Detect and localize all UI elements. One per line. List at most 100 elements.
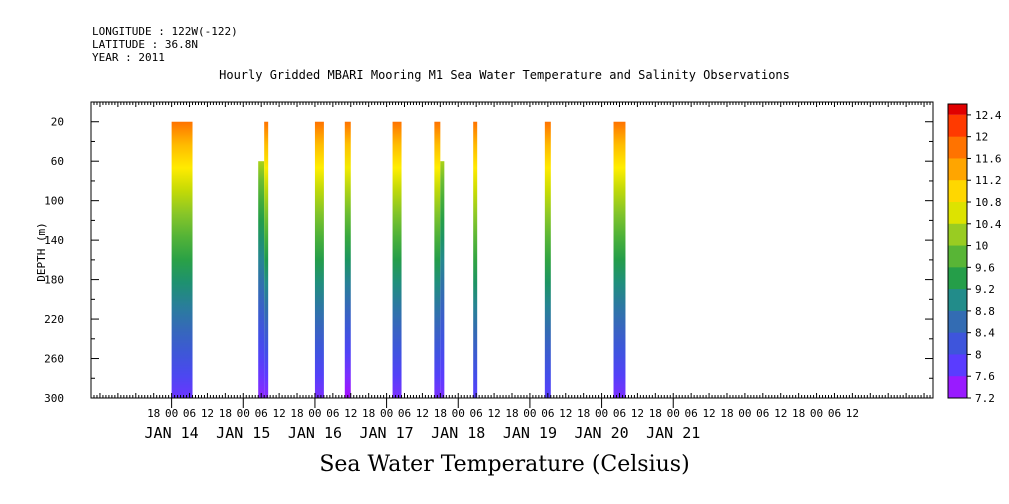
x-tick-label: 12 bbox=[344, 407, 357, 420]
colorbar-swatch bbox=[948, 245, 967, 268]
colorbar-swatch bbox=[948, 136, 967, 159]
x-tick-label: 00 bbox=[523, 407, 536, 420]
data-block bbox=[434, 121, 441, 398]
colorbar-label: 9.6 bbox=[975, 261, 995, 274]
x-tick-label: 12 bbox=[774, 407, 787, 420]
x-tick-label: 00 bbox=[237, 407, 250, 420]
colorbar-label: 8 bbox=[975, 348, 982, 361]
colorbar-label: 12.4 bbox=[975, 109, 1002, 122]
colorbar-label: 7.6 bbox=[975, 370, 995, 383]
colorbar-swatch bbox=[948, 202, 967, 225]
x-tick-label: 00 bbox=[738, 407, 751, 420]
colorbar-swatch bbox=[948, 289, 967, 312]
x-day-label: JAN 21 bbox=[646, 424, 700, 442]
colorbar: 12.4 12 11.6 11.2 10.8 10.4 10 9.6 9.2 8.8 8.4 8 7.6… bbox=[947, 103, 1002, 405]
chart-title: Hourly Gridded MBARI Mooring M1 Sea Wate… bbox=[219, 68, 790, 82]
plot-border bbox=[90, 101, 934, 399]
colorbar-swatch bbox=[948, 332, 967, 355]
x-tick-label: 18 bbox=[720, 407, 733, 420]
data-block bbox=[344, 121, 351, 398]
data-block bbox=[264, 121, 269, 398]
colorbar-swatch bbox=[948, 354, 967, 377]
colorbar-swatch bbox=[948, 376, 967, 399]
data-block bbox=[613, 121, 626, 398]
colorbar-swatch bbox=[948, 223, 967, 247]
y-axis-label: DEPTH (m) bbox=[35, 222, 48, 282]
colorbar-label: 8.4 bbox=[975, 327, 995, 340]
x-day-label: JAN 20 bbox=[574, 424, 628, 442]
x-tick-label: 18 bbox=[147, 407, 160, 420]
data-block bbox=[544, 121, 551, 398]
x-tick-label: 18 bbox=[434, 407, 447, 420]
x-tick-label: 12 bbox=[702, 407, 715, 420]
x-day-label: JAN 18 bbox=[431, 424, 485, 442]
data-block bbox=[171, 121, 193, 398]
x-tick-label: 12 bbox=[846, 407, 859, 420]
data-block bbox=[440, 161, 445, 398]
x-tick-label: 06 bbox=[326, 407, 339, 420]
x-tick-label: 12 bbox=[559, 407, 572, 420]
y-tick-label: 140 bbox=[44, 234, 64, 247]
latitude-label: LATITUDE : 36.8N bbox=[92, 38, 198, 51]
chart-subtitle: Sea Water Temperature (Celsius) bbox=[319, 452, 690, 477]
y-tick-label: 60 bbox=[51, 155, 64, 168]
x-day-label: JAN 16 bbox=[288, 424, 342, 442]
y-tick-label: 180 bbox=[44, 274, 64, 287]
colorbar-swatch bbox=[948, 104, 967, 115]
colorbar-label: 10.4 bbox=[975, 218, 1002, 231]
colorbar-label: 10.8 bbox=[975, 196, 1002, 209]
colorbar-swatch bbox=[948, 180, 967, 203]
x-tick-label: 12 bbox=[487, 407, 500, 420]
x-tick-label: 12 bbox=[416, 407, 429, 420]
x-tick-label: 00 bbox=[595, 407, 608, 420]
colorbar-label: 11.2 bbox=[975, 174, 1002, 187]
x-tick-label: 18 bbox=[792, 407, 805, 420]
x-tick-label: 00 bbox=[308, 407, 321, 420]
x-tick-label: 18 bbox=[649, 407, 662, 420]
data-block bbox=[258, 161, 265, 398]
x-tick-label: 06 bbox=[183, 407, 196, 420]
x-tick-label: 06 bbox=[470, 407, 483, 420]
x-day-label: JAN 14 bbox=[145, 424, 199, 442]
x-tick-label: 18 bbox=[577, 407, 590, 420]
data-blocks bbox=[171, 121, 626, 398]
longitude-label: LONGITUDE : 122W(-122) bbox=[92, 25, 238, 38]
x-tick-label: 06 bbox=[541, 407, 554, 420]
x-tick-label: 06 bbox=[255, 407, 268, 420]
y-tick-label: 260 bbox=[44, 353, 64, 366]
data-block bbox=[392, 121, 402, 398]
x-tick-label: 06 bbox=[828, 407, 841, 420]
data-block bbox=[473, 121, 478, 398]
x-tick-label: 12 bbox=[201, 407, 214, 420]
x-tick-label: 18 bbox=[219, 407, 232, 420]
x-day-label: JAN 17 bbox=[360, 424, 414, 442]
colorbar-label: 10 bbox=[975, 240, 988, 253]
data-block bbox=[314, 121, 324, 398]
x-tick-label: 00 bbox=[165, 407, 178, 420]
x-tick-label: 06 bbox=[756, 407, 769, 420]
colorbar-swatch bbox=[948, 267, 967, 290]
y-tick-label: 220 bbox=[44, 313, 64, 326]
x-day-label: JAN 15 bbox=[216, 424, 270, 442]
colorbar-swatch bbox=[948, 310, 967, 334]
y-tick-label: 100 bbox=[44, 195, 64, 208]
y-tick-label: 20 bbox=[51, 116, 64, 129]
x-tick-label: 12 bbox=[631, 407, 644, 420]
year-label: YEAR : 2011 bbox=[92, 51, 165, 64]
x-tick-label: 18 bbox=[362, 407, 375, 420]
plot-frame bbox=[90, 101, 934, 399]
x-tick-label: 18 bbox=[290, 407, 303, 420]
x-tick-label: 06 bbox=[685, 407, 698, 420]
colorbar-label: 9.2 bbox=[975, 283, 995, 296]
colorbar-border bbox=[947, 103, 968, 399]
x-tick-label: 00 bbox=[810, 407, 823, 420]
x-tick-label: 00 bbox=[452, 407, 465, 420]
x-day-label: JAN 19 bbox=[503, 424, 557, 442]
x-axis: 18 00 06 12 18 00 06 12 18 00 06 12 18 00 06 12 18 00 06 12… bbox=[90, 102, 934, 442]
x-tick-label: 12 bbox=[272, 407, 285, 420]
x-tick-label: 06 bbox=[613, 407, 626, 420]
x-tick-label: 00 bbox=[380, 407, 393, 420]
colorbar-label: 11.6 bbox=[975, 152, 1002, 165]
colorbar-swatch bbox=[948, 114, 967, 138]
colorbar-label: 8.8 bbox=[975, 305, 995, 318]
